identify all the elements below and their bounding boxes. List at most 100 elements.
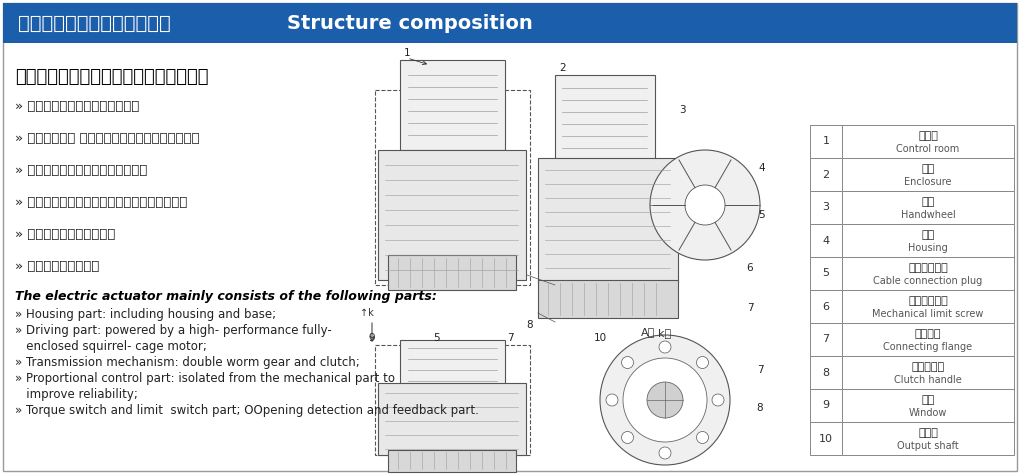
Bar [841,158,1013,191]
Text: 9: 9 [368,333,375,343]
Text: 8: 8 [756,403,762,413]
Text: 5: 5 [433,333,440,343]
Text: 1: 1 [821,137,828,146]
Circle shape [685,185,725,225]
Text: 线缆接入插头: 线缆接入插头 [907,263,947,273]
Text: Clutch handle: Clutch handle [894,375,961,385]
Bar [809,257,841,290]
Text: 手轮: 手轮 [920,197,933,207]
Text: 9: 9 [821,401,828,410]
Bar [387,255,516,290]
Text: » 力矩开关与限位开关部分: » 力矩开关与限位开关部分 [15,228,115,241]
Text: 7: 7 [756,365,762,375]
Text: enclosed squirrel- cage motor;: enclosed squirrel- cage motor; [15,340,207,353]
Bar [841,356,1013,389]
Text: Enclosure: Enclosure [904,177,951,187]
Text: The electric actuator mainly consists of the following parts:: The electric actuator mainly consists of… [15,290,436,303]
Text: » 传动机构：双蜗轮与离合器部分，: » 传动机构：双蜗轮与离合器部分， [15,164,147,177]
Text: Window: Window [908,408,947,418]
Text: improve reliability;: improve reliability; [15,388,138,401]
Bar [375,90,530,285]
Circle shape [658,447,671,459]
Text: 5: 5 [758,210,764,220]
Bar [375,345,530,455]
Circle shape [696,356,708,368]
Circle shape [621,356,633,368]
Text: 输出轴: 输出轴 [917,428,937,438]
Circle shape [658,341,671,353]
Text: 8: 8 [526,320,533,330]
Bar [841,389,1013,422]
Text: 3: 3 [678,105,685,115]
Text: 防爆电动劢执行器的结构组成: 防爆电动劢执行器的结构组成 [18,13,170,33]
Bar [809,323,841,356]
Text: 2: 2 [821,170,828,180]
Circle shape [621,431,633,444]
Text: 10: 10 [818,434,833,444]
Text: 4: 4 [758,163,764,173]
Text: Handwheel: Handwheel [900,210,955,220]
Bar [399,340,504,385]
Text: 5: 5 [821,268,828,279]
Text: k向: k向 [658,328,671,338]
Circle shape [649,150,759,260]
Text: Housing: Housing [907,243,947,253]
Text: 7: 7 [746,303,753,313]
Text: 8: 8 [821,367,828,377]
Bar [809,389,841,422]
Text: Connecting flange: Connecting flange [882,342,971,352]
Text: 4: 4 [821,236,828,246]
Text: 连接法兰: 连接法兰 [914,328,941,338]
Bar [841,323,1013,356]
Circle shape [599,335,730,465]
Text: » 驱动部分：以 高性能全封闭阻笼式电机为动力源: » 驱动部分：以 高性能全封闭阻笼式电机为动力源 [15,132,200,145]
Text: » Proportional control part: isolated from the mechanical part to: » Proportional control part: isolated fr… [15,372,394,385]
Bar [809,224,841,257]
Circle shape [605,394,618,406]
Bar [841,125,1013,158]
Text: A向: A向 [640,327,654,337]
Bar [841,257,1013,290]
Text: ↑k: ↑k [360,308,374,318]
Text: Output shaft: Output shaft [897,441,958,451]
Circle shape [696,431,708,444]
Bar [841,290,1013,323]
Bar [387,450,516,472]
Text: 1: 1 [404,48,410,58]
Text: » 比例控制部分：与机械部分分离，提高可靠性: » 比例控制部分：与机械部分分离，提高可靠性 [15,196,187,209]
Bar [537,280,678,318]
Text: » Driving part: powered by a high- performance fully-: » Driving part: powered by a high- perfo… [15,324,331,337]
Text: 6: 6 [746,263,753,273]
Text: 离合器手柄: 离合器手柄 [911,362,944,372]
Bar [841,422,1013,455]
Bar [809,356,841,389]
Bar [809,125,841,158]
Bar [378,383,526,455]
Bar [378,150,526,280]
Bar [841,224,1013,257]
Bar [3,3,1016,43]
Text: 机械限位螺钉: 机械限位螺钉 [907,296,947,306]
Bar [399,60,504,150]
Circle shape [623,358,706,442]
Bar [809,158,841,191]
Text: Mechanical limit screw: Mechanical limit screw [871,309,982,319]
Text: » Housing part: including housing and base;: » Housing part: including housing and ba… [15,308,276,321]
Text: 控制室: 控制室 [917,130,937,141]
Bar [809,290,841,323]
Text: 2: 2 [559,63,566,73]
Text: Cable connection plug: Cable connection plug [872,276,981,286]
Bar [809,422,841,455]
Bar [809,191,841,224]
Circle shape [711,394,723,406]
Text: 7: 7 [506,333,513,343]
Text: 视窗: 视窗 [920,394,933,405]
Text: 10: 10 [593,333,606,343]
Text: » Torque switch and limit  switch part; OOpening detection and feedback part.: » Torque switch and limit switch part; O… [15,404,478,417]
Text: » 开度检测与反馈部分: » 开度检测与反馈部分 [15,260,99,273]
Circle shape [646,382,683,418]
Text: 壳体: 壳体 [920,229,933,239]
Text: 防爆电动执行器主要由以下几部分组成：: 防爆电动执行器主要由以下几部分组成： [15,68,208,86]
Text: » Transmission mechanism: double worm gear and clutch;: » Transmission mechanism: double worm ge… [15,356,360,369]
Bar [841,191,1013,224]
